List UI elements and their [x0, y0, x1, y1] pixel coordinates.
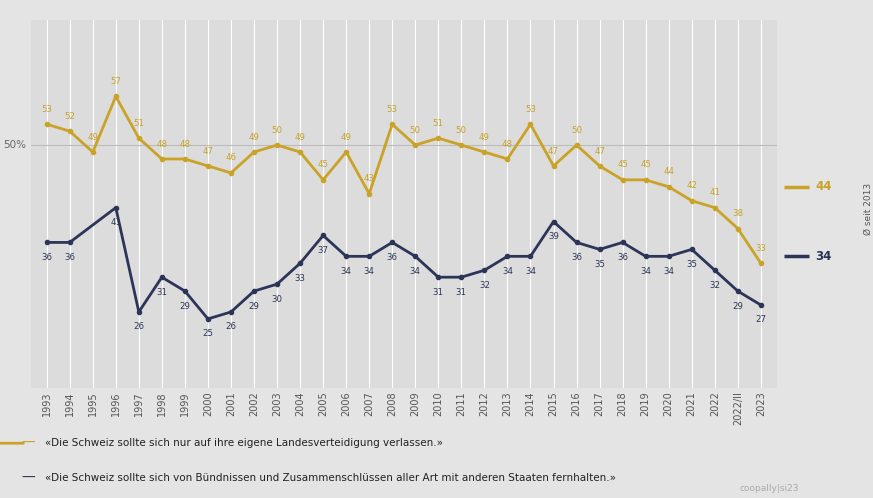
Text: 27: 27	[755, 315, 766, 324]
Text: 25: 25	[203, 329, 213, 338]
Text: 31: 31	[156, 288, 168, 297]
Text: 36: 36	[387, 253, 398, 262]
Text: 34: 34	[409, 267, 421, 276]
Text: 34: 34	[815, 250, 831, 263]
Text: 49: 49	[249, 132, 259, 141]
Text: —: —	[22, 471, 36, 485]
Text: 51: 51	[134, 119, 144, 127]
Text: 43: 43	[364, 174, 375, 183]
Text: 31: 31	[433, 288, 443, 297]
Text: 41: 41	[709, 188, 720, 197]
Text: 50: 50	[456, 125, 467, 134]
Text: 41: 41	[110, 218, 121, 227]
Text: 32: 32	[479, 281, 490, 290]
Text: 48: 48	[502, 139, 513, 148]
Text: 50: 50	[409, 125, 421, 134]
Text: 50: 50	[571, 125, 582, 134]
Text: 35: 35	[686, 260, 698, 269]
Text: 48: 48	[180, 139, 190, 148]
Text: 44: 44	[815, 180, 831, 193]
Text: 49: 49	[340, 132, 352, 141]
Text: Ø seit 2013: Ø seit 2013	[864, 183, 873, 235]
Text: 45: 45	[617, 160, 628, 169]
Text: 38: 38	[732, 209, 743, 218]
Text: 52: 52	[65, 112, 75, 121]
Text: 47: 47	[203, 146, 213, 155]
Text: 48: 48	[156, 139, 168, 148]
Text: 53: 53	[525, 105, 536, 114]
Text: 47: 47	[595, 146, 605, 155]
Text: 46: 46	[225, 153, 237, 162]
Text: —: —	[22, 436, 36, 450]
Text: 29: 29	[180, 301, 190, 311]
Text: «Die Schweiz sollte sich von Bündnissen und Zusammenschlüssen aller Art mit ande: «Die Schweiz sollte sich von Bündnissen …	[45, 473, 616, 483]
Text: coopally|si23: coopally|si23	[739, 484, 799, 493]
Text: 26: 26	[225, 322, 237, 331]
Text: 42: 42	[686, 181, 698, 190]
Text: 36: 36	[571, 253, 582, 262]
Text: 30: 30	[272, 295, 283, 304]
Text: 34: 34	[340, 267, 352, 276]
Text: 36: 36	[617, 253, 628, 262]
Text: 49: 49	[295, 132, 306, 141]
Text: 34: 34	[364, 267, 375, 276]
Text: 53: 53	[387, 105, 398, 114]
Text: 51: 51	[433, 119, 443, 127]
Text: 33: 33	[755, 244, 766, 253]
Text: «Die Schweiz sollte sich nur auf ihre eigene Landesverteidigung verlassen.»: «Die Schweiz sollte sich nur auf ihre ei…	[45, 438, 443, 448]
Text: 35: 35	[595, 260, 605, 269]
Text: 45: 45	[318, 160, 328, 169]
Text: 37: 37	[318, 246, 328, 255]
Text: 36: 36	[41, 253, 52, 262]
Text: 34: 34	[502, 267, 513, 276]
Text: 50%: 50%	[3, 140, 26, 150]
Text: 34: 34	[663, 267, 674, 276]
Text: 50: 50	[272, 125, 283, 134]
Text: 29: 29	[249, 301, 259, 311]
Text: 26: 26	[134, 322, 144, 331]
Text: 29: 29	[732, 301, 743, 311]
Text: 53: 53	[41, 105, 52, 114]
Text: 33: 33	[294, 274, 306, 283]
Text: 49: 49	[87, 132, 98, 141]
Text: 44: 44	[663, 167, 674, 176]
Text: 49: 49	[479, 132, 490, 141]
Text: 32: 32	[709, 281, 720, 290]
Text: 47: 47	[548, 146, 559, 155]
Text: 39: 39	[548, 232, 559, 241]
Text: 34: 34	[525, 267, 536, 276]
Text: 31: 31	[456, 288, 467, 297]
Text: 57: 57	[110, 77, 121, 86]
Text: 45: 45	[640, 160, 651, 169]
Text: 34: 34	[640, 267, 651, 276]
Text: 36: 36	[65, 253, 75, 262]
